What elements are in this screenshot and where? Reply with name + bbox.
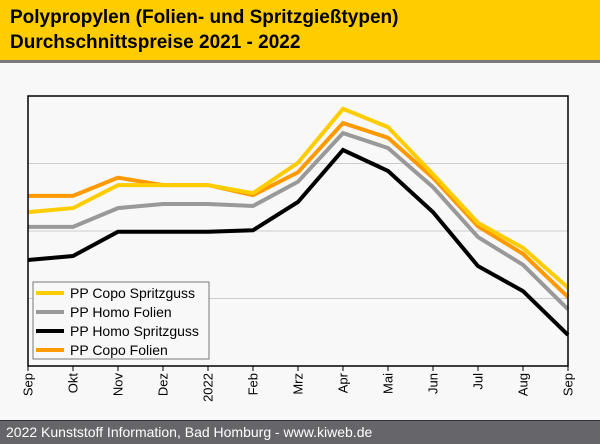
x-axis-ticks: Sep Okt Nov Dez 2022 Feb Mrz Apr Mai Jun Jul Aug Sep [21,366,576,402]
x-tick-label: Jun [426,373,441,394]
series-line-pp-copo-folien [28,120,570,299]
header-divider [0,60,600,63]
x-tick-label: Nov [111,373,126,397]
line-chart: Sep Okt Nov Dez 2022 Feb Mrz Apr Mai Jun Jul Aug Sep… [21,95,576,402]
x-tick-label: Sep [21,373,36,396]
copyright-text: 2022 Kunststoff Information, Bad Homburg… [6,424,373,440]
series-line-pp-copo-spritzguss [27,106,570,290]
legend: PP Copo Spritzguss PP Homo Folien PP Homo … [32,281,210,360]
legend-label: PP Homo Spritzguss [70,323,199,339]
x-tick-label: Sep [561,373,576,396]
x-tick-label: Mai [381,373,396,394]
x-tick-label: Jul [471,373,486,390]
x-tick-label: Mrz [291,373,306,395]
chart-subtitle: Durchschnittspreise 2021 - 2022 [10,32,301,53]
chart-title: Polypropylen (Folien- und Spritzgießtype… [10,7,399,28]
x-tick-label: Feb [246,373,261,395]
series-line-pp-homo-spritzguss [27,147,570,337]
x-tick-label: Okt [66,373,81,394]
footer-bar: 2022 Kunststoff Information, Bad Homburg… [0,420,600,444]
series-line-pp-homo-folien [28,130,570,311]
x-tick-label: 2022 [201,373,216,402]
chart-header [0,0,600,60]
x-tick-label: Dez [156,373,171,396]
x-tick-label: Apr [336,372,351,393]
x-tick-label: Aug [516,373,531,396]
legend-label: PP Copo Spritzguss [70,285,195,301]
legend-label: PP Homo Folien [70,304,172,320]
legend-label: PP Copo Folien [70,342,168,358]
series-lines [27,106,570,337]
